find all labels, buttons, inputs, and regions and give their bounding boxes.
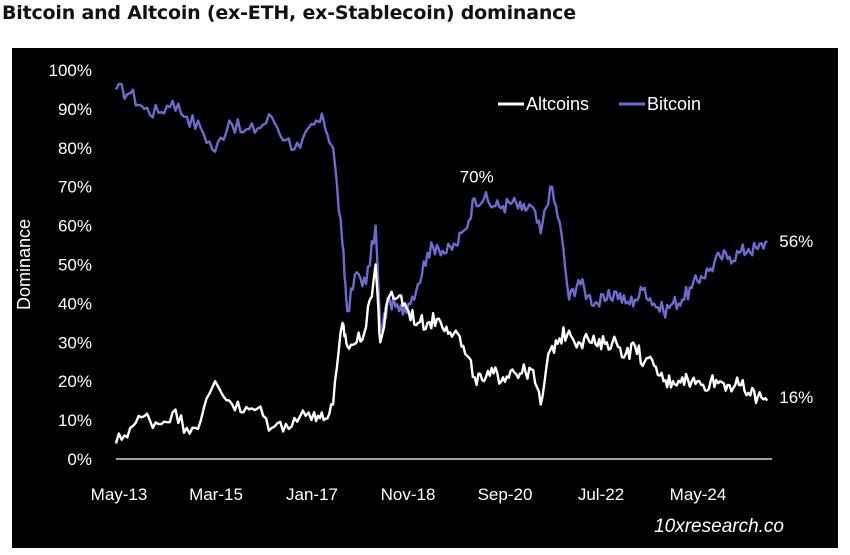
y-axis-ticks: 0% 10% 20% 30% 40% 50% 60% 70% 80% 90% 100% bbox=[49, 61, 92, 469]
x-tick-label: Mar-15 bbox=[189, 485, 243, 504]
y-tick-label: 70% bbox=[58, 178, 92, 197]
legend-label-altcoins: Altcoins bbox=[526, 94, 589, 114]
annotations: 70% 56% 16% bbox=[460, 168, 814, 407]
y-tick-label: 0% bbox=[67, 450, 92, 469]
y-tick-label: 40% bbox=[58, 294, 92, 313]
value-annotation: 56% bbox=[779, 232, 813, 251]
y-tick-label: 20% bbox=[58, 372, 92, 391]
value-annotation: 16% bbox=[779, 388, 813, 407]
x-tick-label: May-13 bbox=[91, 485, 148, 504]
source-watermark: 10xresearch.co bbox=[654, 516, 784, 537]
y-tick-label: 60% bbox=[58, 217, 92, 236]
legend-label-bitcoin: Bitcoin bbox=[647, 94, 701, 114]
series-line-bitcoin bbox=[114, 82, 768, 332]
y-tick-label: 10% bbox=[58, 411, 92, 430]
x-tick-label: Jan-17 bbox=[286, 485, 338, 504]
y-tick-label: 30% bbox=[58, 333, 92, 352]
x-tick-label: Nov-18 bbox=[381, 485, 436, 504]
x-tick-label: Jul-22 bbox=[578, 485, 624, 504]
y-tick-label: 80% bbox=[58, 139, 92, 158]
chart-panel: 0% 10% 20% 30% 40% 50% 60% 70% 80% 90% 100% May-13… bbox=[12, 48, 838, 548]
legend: Altcoins Bitcoin bbox=[498, 94, 701, 114]
y-tick-label: 50% bbox=[58, 256, 92, 275]
page-title: Bitcoin and Altcoin (ex-ETH, ex-Stableco… bbox=[2, 2, 576, 24]
x-axis-ticks: May-13 Mar-15 Jan-17 Nov-18 Sep-20 Jul-22 May-… bbox=[91, 485, 727, 504]
x-tick-label: May-24 bbox=[670, 485, 727, 504]
series-lines bbox=[114, 82, 769, 444]
y-tick-label: 100% bbox=[49, 61, 92, 80]
y-axis-label: Dominance bbox=[14, 219, 34, 310]
y-tick-label: 90% bbox=[58, 100, 92, 119]
value-annotation: 70% bbox=[460, 168, 494, 187]
x-tick-label: Sep-20 bbox=[478, 485, 533, 504]
dominance-chart: 0% 10% 20% 30% 40% 50% 60% 70% 80% 90% 100% May-13… bbox=[14, 61, 814, 537]
series-line-altcoins bbox=[114, 263, 769, 444]
